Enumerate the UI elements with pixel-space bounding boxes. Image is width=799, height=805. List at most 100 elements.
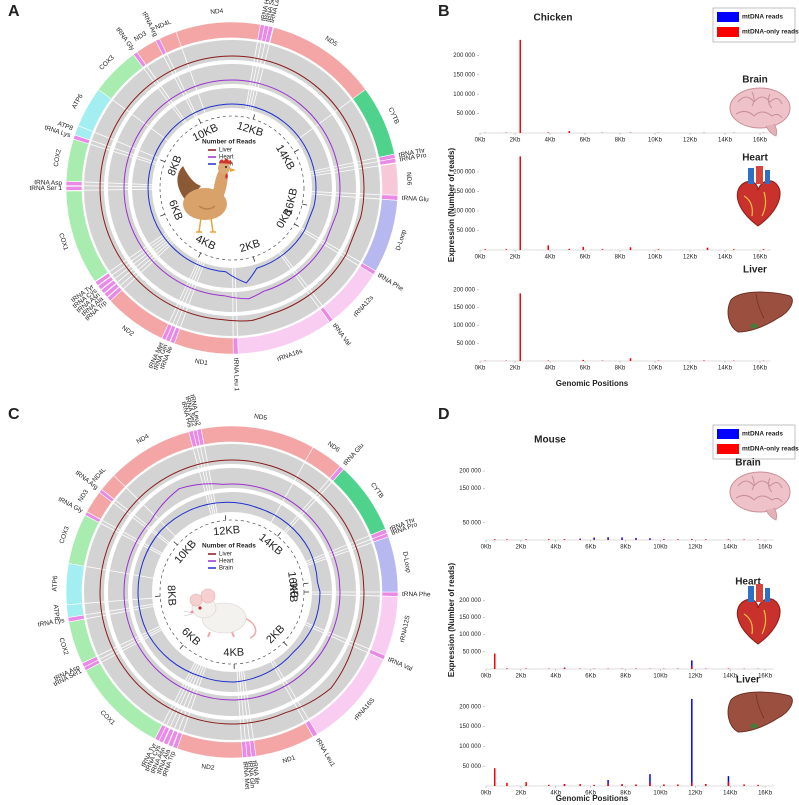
scale-label: 4KB: [194, 233, 218, 253]
segment-separator: [305, 538, 373, 565]
bar: [582, 359, 584, 361]
segment-separator: [309, 156, 379, 173]
bar: [629, 358, 632, 361]
segment-separator: [279, 250, 324, 308]
panel-label: D: [438, 406, 450, 423]
bar: [705, 784, 707, 786]
segment-separator: [82, 188, 154, 191]
x-tick-label: 12Kb: [688, 545, 703, 551]
subplot-title: Heart: [735, 577, 761, 588]
y-tick-label: 150 000: [453, 305, 475, 311]
bar: [703, 360, 705, 361]
segment-label: tRNA Met: [241, 761, 250, 789]
x-tick-label: 10Kb: [648, 255, 663, 261]
subplot-title: Brain: [742, 75, 768, 86]
segment-label: tRNA Ser 1: [29, 185, 62, 192]
bar: [547, 132, 549, 133]
bar: [649, 774, 651, 786]
bar: [762, 249, 765, 250]
bar: [691, 698, 693, 786]
y-tick-label: 50 000: [463, 520, 482, 526]
scale-tick: [198, 118, 202, 124]
scale-tick: [294, 149, 299, 153]
scale-label: 14KB: [256, 531, 284, 557]
scale-tick: [283, 641, 288, 646]
segment-separator: [142, 67, 186, 125]
segment-label: tRNA Phe: [402, 591, 431, 598]
legend-label: mtDNA-only reads: [742, 446, 799, 453]
bar: [649, 782, 651, 786]
scale-label: 14KB: [273, 143, 297, 172]
bar: [607, 780, 609, 786]
segment-separator: [166, 52, 198, 118]
segment-label: COX3: [58, 525, 70, 544]
gene-segment: [65, 190, 109, 282]
bar: [548, 539, 550, 540]
bar: [727, 539, 730, 540]
legend-label: mtDNA reads: [742, 14, 783, 21]
bar: [519, 156, 521, 250]
bar: [582, 246, 584, 250]
bar: [525, 782, 527, 786]
segment-label: tRNA Phe: [376, 272, 404, 293]
segment-label: COX1: [57, 232, 69, 251]
segment-separator: [272, 659, 310, 721]
gene-segment: [361, 198, 398, 272]
gene-segment: [232, 337, 239, 355]
read-track: [123, 483, 341, 701]
bar: [743, 784, 745, 786]
panel-label: B: [438, 3, 450, 20]
bar: [579, 784, 581, 786]
bar: [506, 782, 508, 786]
scale-label: 16KB: [283, 187, 301, 216]
y-tick-label: 50 000: [457, 341, 476, 347]
y-axis-label: Expression (Number of reads): [447, 148, 456, 263]
segment-separator: [240, 670, 250, 742]
track-band: [84, 40, 380, 336]
x-tick-label: 0Kb: [481, 791, 492, 797]
x-tick-label: 16Kb: [753, 366, 768, 372]
segment-separator: [283, 478, 331, 533]
bar: [607, 537, 609, 540]
scale-label: 6KB: [166, 198, 185, 222]
x-tick-label: 10Kb: [653, 674, 668, 680]
x-tick-label: 14Kb: [718, 366, 733, 372]
bar: [621, 537, 623, 540]
scale-tick: [198, 252, 202, 258]
bar: [607, 539, 609, 540]
segment-separator: [88, 143, 157, 166]
x-tick-label: 0Kb: [475, 255, 486, 261]
track-band: [132, 88, 332, 288]
bar: [677, 539, 679, 540]
segment-separator: [84, 565, 155, 579]
bar: [563, 667, 566, 669]
segment-separator: [242, 670, 255, 741]
bar: [757, 784, 759, 786]
segment-separator: [84, 605, 155, 620]
segment-label: COX3: [98, 54, 116, 72]
x-tick-label: 16Kb: [753, 138, 768, 144]
segment-label: tRNA His: [260, 0, 272, 22]
bar: [579, 539, 581, 540]
segment-separator: [284, 480, 334, 534]
legend-label: Liver: [219, 148, 232, 154]
x-tick-label: 12Kb: [683, 255, 698, 261]
bar: [691, 539, 693, 540]
bar: [757, 539, 759, 540]
segment-separator: [234, 266, 239, 338]
segment-label: tRNA Lys: [37, 617, 65, 629]
read-track: [147, 103, 317, 284]
y-tick-label: 50 000: [463, 649, 482, 655]
segment-separator: [278, 251, 321, 310]
segment-separator: [118, 239, 173, 287]
segment-separator: [303, 623, 370, 654]
bar: [635, 784, 637, 786]
subplot-title: Heart: [742, 153, 768, 164]
y-tick-label: 150 000: [453, 189, 475, 195]
bar: [663, 539, 665, 540]
track-band: [108, 64, 356, 312]
x-tick-label: 6Kb: [585, 791, 596, 797]
segment-separator: [83, 603, 154, 616]
segment-separator: [145, 64, 188, 124]
segment-label: COX1: [99, 709, 117, 727]
